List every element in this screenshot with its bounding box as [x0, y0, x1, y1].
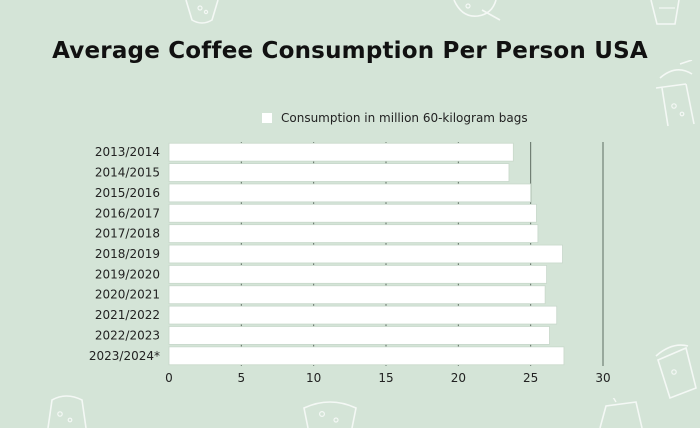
x-tick-label: 10	[306, 371, 321, 385]
coffee-cup-doodle-bottom-right-a-icon	[655, 344, 697, 400]
y-tick-label: 2020/2021	[95, 288, 160, 302]
legend: Consumption in million 60-kilogram bags	[262, 111, 528, 125]
x-tick-label: 25	[523, 371, 538, 385]
bar-2018/2019	[168, 244, 563, 264]
x-tick-label: 15	[378, 371, 393, 385]
y-tick-label: 2019/2020	[95, 267, 160, 281]
y-tick-label: 2023/2024*	[89, 349, 160, 363]
y-tick-label: 2014/2015	[95, 166, 160, 180]
coffee-cup-doodle-bottom-right-b-icon	[599, 398, 643, 428]
bar-2020/2021	[168, 285, 546, 305]
legend-swatch	[262, 113, 272, 123]
x-tick-label: 5	[238, 371, 246, 385]
bar-2021/2022	[168, 305, 558, 325]
bar-2023/2024*	[168, 346, 565, 366]
y-tick-label: 2016/2017	[95, 206, 160, 220]
y-axis-tick-labels: 2013/2014 2014/2015 2015/2016 2016/2017 2017…	[89, 145, 160, 363]
y-tick-label: 2018/2019	[95, 247, 160, 261]
y-tick-label: 2015/2016	[95, 186, 160, 200]
coffee-cup-doodle-top-right-icon	[650, 0, 680, 25]
coffee-cup-doodle-top-left-icon	[185, 0, 219, 24]
chart-title: Average Coffee Consumption Per Person US…	[52, 38, 648, 64]
x-tick-label: 0	[165, 371, 173, 385]
coffee-cup-doodle-top-center-icon	[453, 0, 501, 21]
y-tick-label: 2021/2022	[95, 308, 160, 322]
bar-2015/2016	[168, 183, 532, 203]
bar-2017/2018	[168, 224, 539, 243]
bar-2014/2015	[168, 163, 510, 182]
bar-2013/2014	[168, 142, 514, 162]
y-tick-label: 2013/2014	[95, 145, 160, 159]
coffee-cup-doodle-bottom-center-icon	[303, 401, 357, 428]
coffee-cup-doodle-right-icon	[655, 60, 695, 127]
x-tick-label: 20	[451, 371, 466, 385]
y-tick-label: 2017/2018	[95, 227, 160, 241]
legend-label: Consumption in million 60-kilogram bags	[281, 111, 528, 125]
bars	[168, 142, 565, 366]
bar-2022/2023	[168, 326, 550, 345]
bar-2016/2017	[168, 203, 537, 223]
y-tick-label: 2022/2023	[95, 328, 160, 342]
coffee-cup-doodle-bottom-left-icon	[47, 395, 87, 428]
bar-2019/2020	[168, 265, 547, 284]
x-axis-tick-labels: 0 5 10 15 20 25 30	[165, 371, 610, 385]
x-tick-label: 30	[595, 371, 610, 385]
